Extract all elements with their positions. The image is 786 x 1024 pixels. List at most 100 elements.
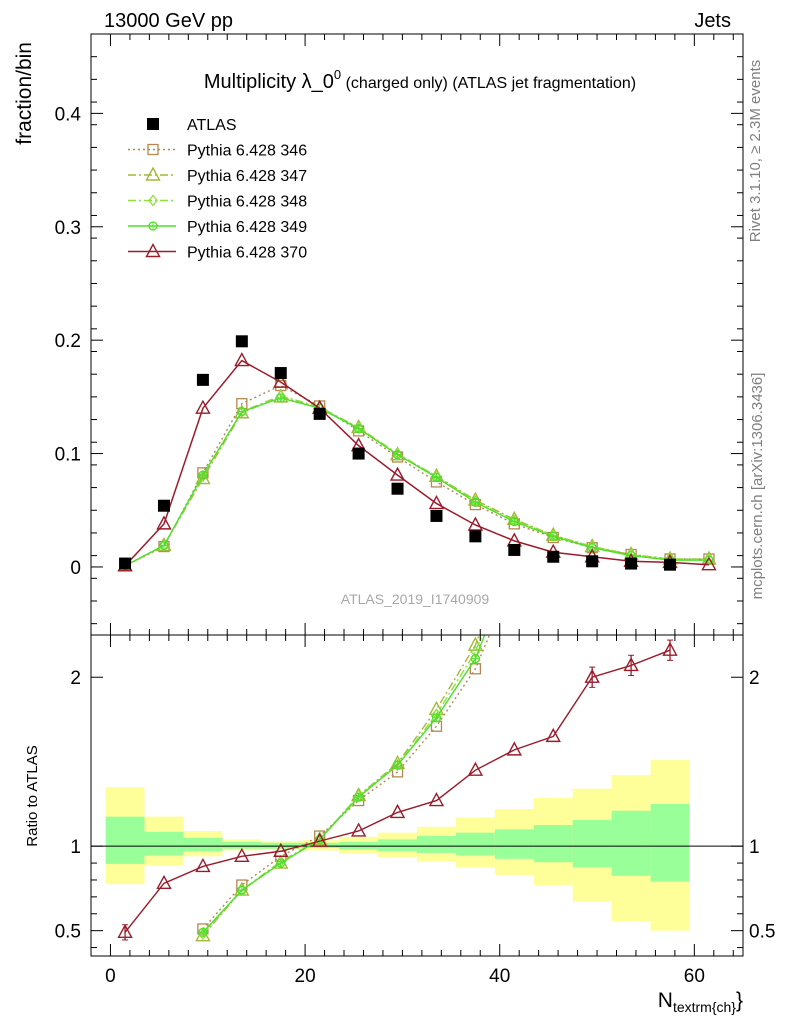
ratio-point (509, 571, 519, 581)
ratio-point (623, 656, 639, 672)
data-point (389, 466, 406, 481)
x-tick-label: 60 (684, 966, 705, 987)
ratio-point (431, 713, 442, 723)
band-inner (222, 841, 262, 849)
series-line (124, 384, 709, 567)
data-point (157, 499, 170, 512)
data-point (276, 393, 286, 403)
data-point (430, 509, 443, 522)
ratio-series-layer (117, 386, 678, 942)
series-pythia-6.428-347 (117, 388, 717, 572)
band-inner (650, 803, 690, 882)
ratio-point-ring (549, 504, 557, 512)
data-point (196, 373, 209, 386)
data-point (428, 494, 445, 510)
data-point (195, 399, 211, 414)
ratio-line (124, 649, 671, 933)
data-point (352, 447, 365, 460)
ratio-point (467, 761, 484, 776)
band-inner (533, 825, 573, 863)
ratio-point (392, 759, 403, 772)
data-point (469, 530, 482, 543)
ratio-ytick-label: 0.5 (55, 922, 81, 943)
ratio-point (237, 885, 247, 895)
uncertainty-bands (105, 760, 690, 931)
ratio-point (469, 663, 482, 675)
series-line (124, 359, 709, 567)
ratio-point (584, 668, 600, 683)
legend-label: ATLAS (187, 117, 237, 134)
ratio-point (156, 874, 172, 890)
legend-label: Pythia 6.428 349 (187, 219, 307, 236)
data-point (237, 406, 247, 417)
x-label-sub: textrm{ch} (673, 999, 736, 1015)
band-inner (183, 837, 223, 852)
legend-label: Pythia 6.428 347 (187, 168, 307, 185)
ratio-axis-ticks: 0.5 0.51 12 20 20 40 60 (55, 635, 775, 987)
ratio-ytick-label-right: 1 (749, 837, 760, 858)
top-ytick-label: 0.1 (55, 445, 81, 466)
ratio-point (549, 504, 557, 512)
data-point (313, 407, 326, 420)
data-point (509, 516, 519, 527)
ratio-point-ring (627, 386, 635, 394)
legend-marker (147, 143, 159, 156)
main-title: Multiplicity λ_00 (charged only) (ATLAS … (204, 67, 636, 93)
ratio-point (117, 923, 133, 939)
legend: ATLAS Pythia 6.428 346 Pythia 6.428 347 Pyt… (128, 117, 307, 262)
legend-label: Pythia 6.428 346 (187, 143, 307, 160)
x-label-main: N (658, 989, 673, 1012)
ratio-point (195, 857, 211, 873)
legend-entry: Pythia 6.428 347 (128, 166, 307, 185)
legend-marker (145, 243, 161, 258)
top-series-layer (117, 335, 717, 572)
ratio-point (198, 927, 208, 937)
ratio-y-axis-label: Ratio to ATLAS (24, 745, 41, 846)
top-ytick-label: 0.3 (55, 218, 81, 239)
ratio-point (627, 386, 635, 394)
top-y-axis-label: fraction/bin (13, 42, 36, 145)
data-point (159, 540, 169, 551)
ratio-ytick-label-right: 2 (749, 668, 760, 689)
ratio-pythia-6.428-370 (117, 639, 678, 941)
ratio-point (547, 484, 560, 496)
ratio-point-ring (588, 420, 596, 428)
band-inner (144, 831, 184, 856)
ratio-point (664, 400, 677, 412)
ratio-plot-panel: 0.5 0.51 12 20 20 40 60 Ratio to ATLAS Ntextrm… (24, 386, 775, 1015)
data-point (586, 555, 599, 568)
legend-entry: ATLAS (147, 117, 237, 134)
legend-entry: Pythia 6.428 349 (128, 219, 307, 236)
title-superscript: 0 (334, 67, 341, 82)
series-pythia-6.428-346 (119, 379, 715, 572)
legend-entry: Pythia 6.428 346 (128, 143, 307, 160)
title-tail: (charged only) (ATLAS jet fragmentation) (341, 75, 636, 92)
rivet-label: Rivet 3.1.10, ≥ 2.3M events (747, 60, 764, 243)
header-right: Jets (694, 10, 731, 32)
data-point (467, 516, 484, 531)
x-tick-label: 0 (105, 966, 116, 987)
ratio-point-ring (510, 555, 518, 563)
data-point (159, 539, 169, 552)
analysis-watermark: ATLAS_2019_I1740909 (341, 591, 490, 607)
ratio-point (506, 741, 522, 756)
ratio-point (662, 641, 678, 656)
legend-marker (145, 166, 161, 181)
data-point (508, 543, 521, 556)
header-left: 13000 GeV pp (104, 10, 233, 32)
top-axis-ticks: 0 0.1 0.2 0.3 0.4 (55, 34, 743, 635)
legend-marker (148, 194, 158, 207)
data-point (273, 373, 289, 388)
ratio-ytick-label: 2 (70, 668, 81, 689)
data-point (625, 557, 638, 570)
ratio-point (470, 654, 481, 664)
data-point (198, 470, 208, 480)
band-inner (572, 819, 612, 868)
data-point (156, 515, 172, 530)
ratio-point (350, 822, 367, 837)
ratio-point (665, 419, 675, 429)
ratio-point (389, 803, 406, 819)
ratio-ytick-label: 1 (70, 837, 81, 858)
ratio-point-ring (666, 420, 674, 428)
